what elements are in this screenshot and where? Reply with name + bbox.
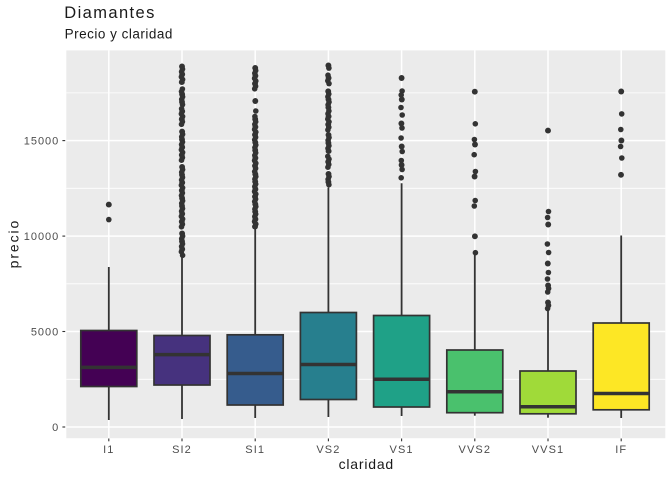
svg-text:VS1: VS1 [390,444,414,456]
svg-text:Diamantes: Diamantes [64,4,155,22]
svg-text:0: 0 [52,422,59,434]
svg-text:I1: I1 [103,444,114,456]
svg-text:5000: 5000 [31,326,59,338]
svg-text:IF: IF [615,444,627,456]
svg-text:15000: 15000 [24,136,60,148]
svg-text:precio: precio [5,219,21,269]
svg-text:VS2: VS2 [316,444,340,456]
svg-text:VVS2: VVS2 [459,444,492,456]
svg-text:Precio y claridad: Precio y claridad [65,26,173,41]
svg-text:SI1: SI1 [245,444,265,456]
svg-text:claridad: claridad [339,456,394,472]
svg-text:VVS1: VVS1 [532,444,565,456]
svg-text:10000: 10000 [24,231,60,243]
svg-text:SI2: SI2 [172,444,192,456]
